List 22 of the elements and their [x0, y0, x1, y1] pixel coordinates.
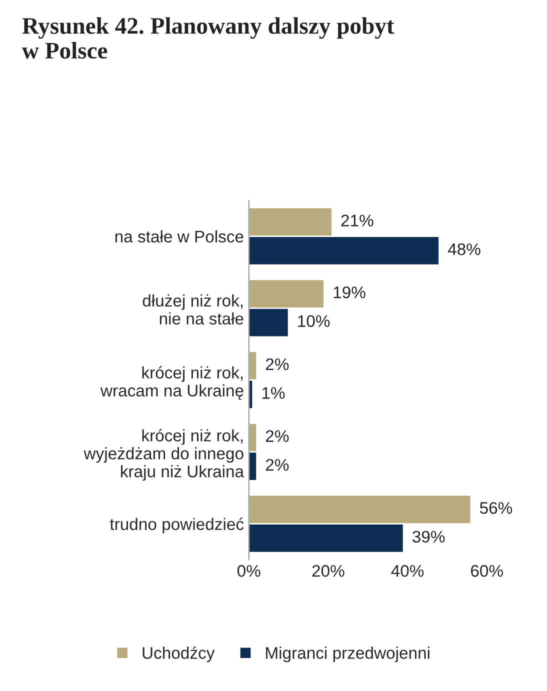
- y-tick-label: krócej niż rok, wyjeżdżam do innego kraju niż Ukraina: [84, 429, 244, 481]
- legend-label: Uchodźcy: [142, 646, 215, 662]
- y-tick-label: trudno powiedzieć: [110, 518, 244, 534]
- data-label: 56%: [480, 502, 512, 514]
- data-label: 1%: [262, 387, 285, 399]
- data-label: 21%: [341, 214, 374, 226]
- x-tick-label: 0%: [237, 565, 260, 577]
- data-label: 39%: [412, 530, 445, 543]
- chart-title: Rysunek 42. Planowany dalszy pobyt w Polsce: [22, 17, 394, 59]
- y-tick-label: krócej niż rok, wracam na Ukrainę: [100, 366, 244, 400]
- data-label: 2%: [266, 458, 289, 471]
- y-tick-label: na stałe w Polsce: [115, 230, 244, 243]
- data-label: 48%: [448, 243, 480, 256]
- x-tick-label: 20%: [312, 565, 344, 577]
- data-label: 2%: [266, 430, 289, 442]
- legend-label: Migranci przedwojenni: [266, 646, 430, 662]
- y-tick-label: dłużej niż rok, nie na stałe: [142, 294, 244, 325]
- data-label: 19%: [334, 286, 366, 298]
- data-label: 2%: [266, 358, 289, 370]
- x-tick-label: 40%: [391, 565, 424, 577]
- data-label: 10%: [298, 315, 330, 328]
- x-tick-label: 60%: [471, 565, 503, 577]
